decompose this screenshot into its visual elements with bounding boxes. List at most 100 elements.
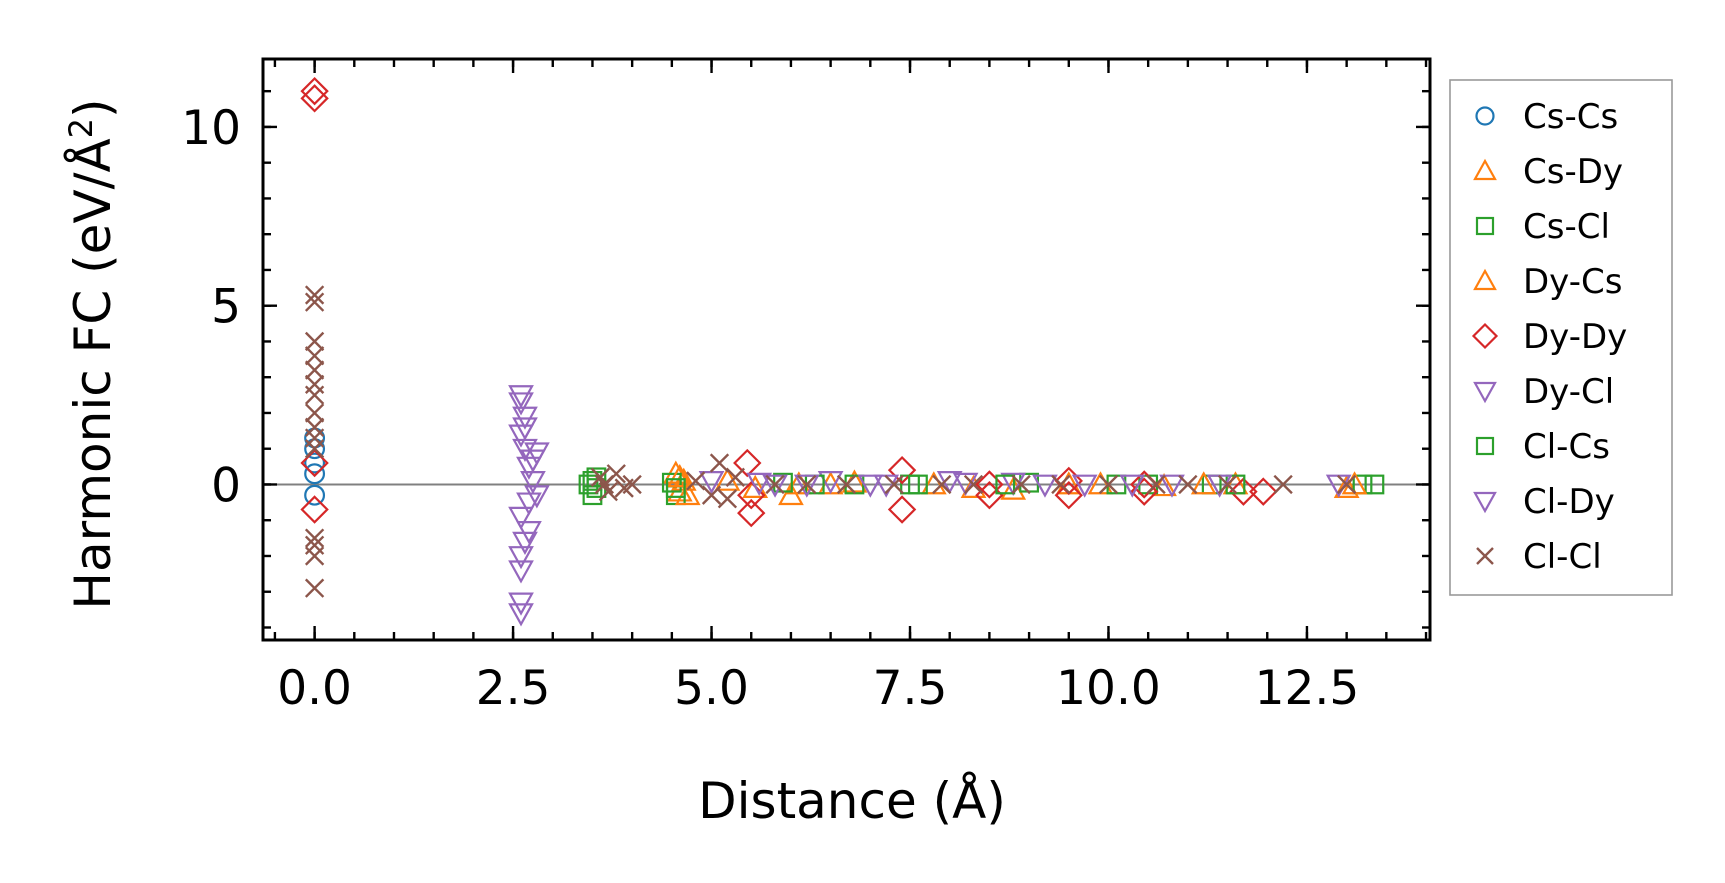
data-point: [995, 474, 1016, 495]
data-point: [300, 84, 329, 113]
data-point: [304, 285, 325, 305]
data-point: [304, 578, 325, 598]
data-point: [512, 531, 538, 555]
legend-label: Cs-Cs: [1523, 97, 1618, 137]
data-point: [836, 474, 857, 495]
data-point: [304, 463, 326, 485]
legend-entry: Dy-Cl: [1473, 372, 1614, 412]
data-point: [304, 292, 325, 312]
x-tick-label: 7.5: [873, 661, 948, 716]
data-point: [665, 478, 686, 498]
data-point: [1051, 474, 1071, 495]
legend-entry: Cl-Cs: [1475, 427, 1610, 467]
data-point: [666, 464, 693, 488]
legend-entry: Cl-Dy: [1473, 482, 1615, 522]
legend-label: Cs-Dy: [1523, 152, 1623, 192]
data-point: [1098, 474, 1119, 495]
data-point: [887, 455, 917, 485]
data-point: [725, 467, 746, 487]
data-point: [304, 403, 325, 423]
data-point: [508, 506, 534, 530]
data-point: [737, 498, 766, 528]
data-point: [622, 474, 642, 495]
data-point: [304, 385, 325, 405]
series-cl-cl: [304, 285, 1357, 598]
data-point: [1178, 474, 1198, 495]
data-point: [733, 448, 762, 478]
legend-label: Dy-Cl: [1523, 372, 1614, 412]
data-point: [1054, 480, 1083, 510]
data-point: [797, 474, 817, 495]
data-point: [709, 453, 730, 473]
data-point: [1273, 474, 1293, 495]
data-point: [508, 392, 534, 416]
data-point: [674, 481, 701, 506]
data-point: [932, 474, 952, 495]
legend-marker: [1476, 547, 1494, 565]
data-point: [300, 495, 329, 524]
legend-marker: [1475, 216, 1495, 236]
data-point: [717, 489, 738, 509]
legend-entry: Cs-Cs: [1475, 97, 1618, 137]
data-point: [1217, 474, 1238, 495]
data-point: [1159, 474, 1185, 498]
legend-label: Dy-Cs: [1523, 262, 1622, 302]
data-point: [1190, 471, 1217, 495]
data-point: [1119, 474, 1146, 498]
legend-entry: Cl-Cl: [1476, 537, 1602, 577]
data-point: [762, 474, 788, 498]
data-point: [1249, 477, 1278, 506]
data-point: [661, 472, 682, 493]
data-point: [857, 474, 884, 498]
data-point: [594, 474, 615, 495]
y-tick-label: 5: [211, 280, 241, 335]
y-axis-title: Harmonic FC (eV/Å2): [62, 98, 122, 609]
legend-marker: [1473, 381, 1497, 404]
data-point: [586, 467, 607, 488]
legend-label: Cl-Cs: [1523, 427, 1610, 467]
data-point: [701, 485, 722, 505]
data-point: [1032, 474, 1058, 498]
legend-marker: [1473, 268, 1497, 291]
legend-marker: [1471, 322, 1499, 350]
data-point: [1011, 474, 1031, 495]
legend-label: Cs-Cl: [1523, 207, 1610, 247]
plot-frame: [261, 57, 1432, 642]
y-axis-title-close: ): [64, 98, 122, 118]
data-point: [952, 472, 979, 496]
data-point: [516, 492, 542, 516]
legend-marker: [1473, 158, 1497, 181]
data-point: [1146, 474, 1166, 495]
y-axis-title-superscript: 2: [62, 118, 100, 138]
legend-marker: [1475, 436, 1495, 456]
legend-label: Cl-Cl: [1523, 537, 1602, 577]
data-point: [1336, 474, 1357, 495]
data-point: [512, 417, 538, 441]
data-point: [304, 331, 325, 352]
y-axis-title-main: Harmonic FC (eV/Å: [64, 138, 122, 609]
data-point: [742, 474, 769, 498]
x-tick-label: 12.5: [1255, 661, 1360, 716]
legend-entry: Cs-Dy: [1473, 152, 1623, 192]
data-point: [1364, 474, 1385, 495]
data-point: [908, 474, 928, 495]
data-point: [1000, 476, 1027, 500]
data-point: [887, 495, 917, 524]
data-point: [304, 528, 325, 548]
data-point: [1000, 472, 1027, 496]
data-point: [1229, 477, 1258, 506]
x-tick-label: 5.0: [674, 661, 749, 716]
data-point: [1151, 472, 1177, 497]
data-point: [793, 474, 820, 498]
data-point: [1071, 474, 1098, 498]
x-axis-title: Distance (Å): [698, 772, 1006, 830]
data-point: [304, 546, 325, 566]
y-tick-label: 0: [211, 458, 241, 513]
data-point: [304, 360, 325, 380]
data-point: [524, 485, 550, 509]
data-point: [686, 471, 706, 491]
data-point: [520, 449, 546, 473]
data-point: [975, 470, 1004, 499]
